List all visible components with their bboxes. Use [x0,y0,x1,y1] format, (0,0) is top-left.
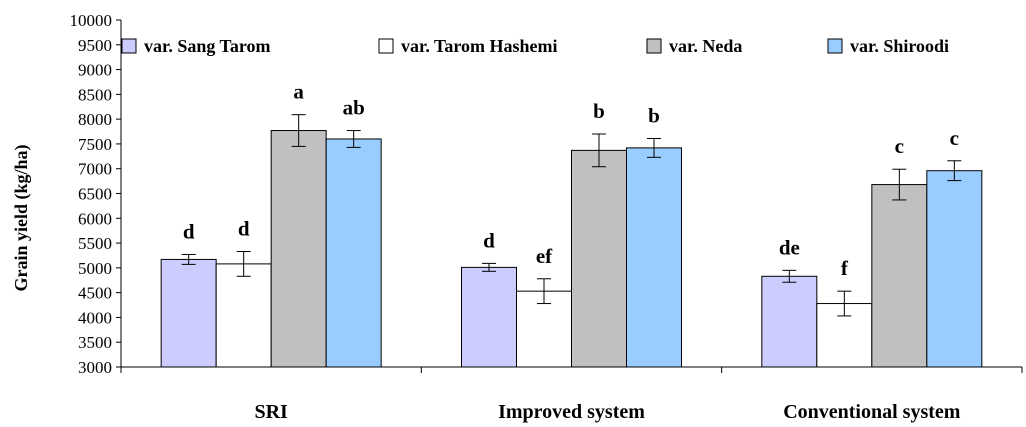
significance-label: c [950,126,959,150]
y-tick-label: 8000 [78,110,112,129]
legend-swatch [378,38,394,54]
y-tick-label: 3000 [78,358,112,377]
legend-swatch [646,38,662,54]
significance-label: d [183,219,195,243]
significance-label: a [293,80,304,104]
significance-label: b [593,99,605,123]
significance-label: de [779,235,800,259]
y-axis-label: Grain yield (kg/ha) [11,144,32,291]
bar [461,266,517,368]
x-category-label: Improved system [498,401,645,423]
significance-label: d [483,228,495,252]
legend-label: var. Shiroodi [850,36,949,56]
significance-label: ef [536,244,553,268]
significance-label: f [841,256,849,280]
legend-swatch [827,38,843,54]
bar [926,170,983,368]
y-tick-label: 9500 [78,36,112,55]
y-tick-label: 4500 [78,284,112,303]
legend-label: var. Tarom Hashemi [401,36,558,56]
legend: var. Sang Tarom var. Tarom Hashemi var. Ne… [121,36,949,56]
legend-label: var. Neda [669,36,742,56]
y-tick-label: 4000 [78,308,112,327]
y-tick-label: 6500 [78,185,112,204]
bar [325,138,382,368]
y-tick-label: 5000 [78,259,112,278]
bar [871,184,928,368]
legend-label: var. Sang Tarom [144,36,271,56]
axes: 3000 3500 4000 4500 5000 5500 6000 6500 7000 7500… [70,11,1023,423]
y-tick-label: 10000 [70,11,113,30]
y-tick-label: 9000 [78,61,112,80]
bar [270,130,327,368]
bar [160,258,217,368]
x-category-label: Conventional system [783,401,961,423]
bar [571,149,627,368]
y-tick-label: 5500 [78,234,112,253]
legend-swatch [121,38,137,54]
x-category-label: SRI [254,401,288,423]
significance-label: ab [343,96,365,120]
y-tick-label: 6000 [78,209,112,228]
y-tick-label: 8500 [78,85,112,104]
y-tick-label: 3500 [78,333,112,352]
bar [215,263,272,368]
significance-label: c [895,134,904,158]
significance-label: b [648,103,660,127]
y-tick-label: 7500 [78,135,112,154]
significance-label: d [238,216,250,240]
y-tick-label: 7000 [78,160,112,179]
bar [626,147,682,368]
bar [761,275,818,368]
